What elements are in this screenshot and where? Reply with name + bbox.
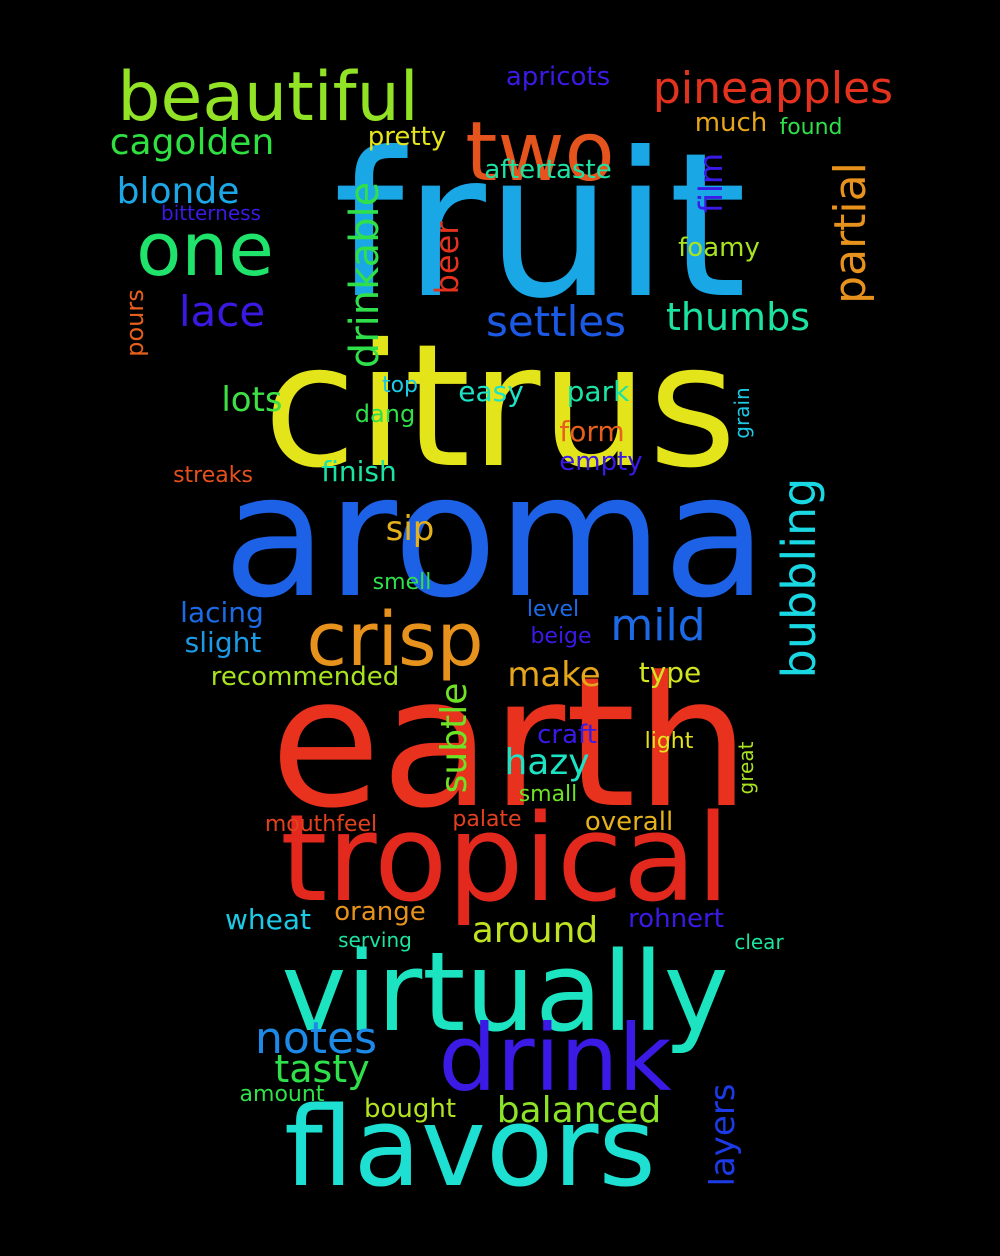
word-beautiful: beautiful [117, 58, 418, 137]
word-beige: beige [530, 624, 591, 649]
word-pineapples: pineapples [653, 63, 893, 114]
word-smell: smell [373, 570, 432, 595]
word-aroma: aroma [223, 438, 767, 636]
word-sip: sip [386, 509, 435, 549]
word-streaks: streaks [173, 463, 253, 488]
word-amount: amount [240, 1082, 325, 1107]
word-bubbling: bubbling [772, 478, 826, 679]
word-finish: finish [321, 455, 397, 488]
word-park: park [567, 375, 630, 408]
word-craft: craft [537, 720, 597, 750]
word-fruit: fruit [333, 110, 746, 343]
word-bitterness: bitterness [161, 201, 261, 225]
word-mouthfeel: mouthfeel [265, 812, 377, 837]
word-lacing: lacing [180, 596, 264, 629]
word-citrus: citrus [263, 308, 737, 506]
word-balanced: balanced [497, 1090, 662, 1131]
word-drink: drink [438, 1005, 672, 1112]
word-earth: earth [270, 639, 750, 848]
word-bought: bought [364, 1094, 456, 1124]
word-type: type [639, 656, 702, 689]
word-layers: layers [703, 1083, 743, 1186]
word-around: around [472, 910, 599, 951]
word-wheat: wheat [225, 903, 311, 936]
word-thumbs: thumbs [666, 295, 810, 339]
word-slight: slight [185, 626, 262, 659]
word-great: great [734, 741, 758, 794]
word-grain: grain [730, 387, 754, 438]
word-cagolden: cagolden [110, 122, 275, 163]
word-overall: overall [585, 807, 673, 837]
word-dang: dang [355, 400, 415, 428]
word-palate: palate [452, 807, 521, 832]
word-blonde: blonde [117, 171, 240, 212]
word-hazy: hazy [504, 742, 589, 783]
word-recommended: recommended [211, 662, 399, 692]
word-crisp: crisp [306, 597, 483, 683]
word-pretty: pretty [368, 122, 446, 152]
word-small: small [519, 782, 578, 807]
word-easy: easy [458, 375, 524, 408]
word-pours: pours [121, 289, 149, 357]
word-beer: beer [428, 221, 466, 295]
word-much: much [695, 108, 768, 138]
word-film: film [692, 153, 730, 213]
word-drinkable: drinkable [342, 182, 388, 368]
word-top: top [382, 373, 418, 398]
word-level: level [527, 597, 579, 622]
word-mild: mild [610, 600, 705, 651]
word-settles: settles [486, 297, 626, 346]
word-partial: partial [825, 162, 876, 304]
word-lace: lace [179, 287, 265, 336]
word-two: two [465, 105, 614, 200]
word-found: found [779, 115, 842, 140]
word-empty: empty [559, 447, 642, 477]
word-light: light [645, 729, 694, 754]
word-one: one [136, 207, 274, 293]
word-form: form [559, 415, 624, 448]
word-virtually: virtually [281, 928, 728, 1056]
word-aftertaste: aftertaste [484, 155, 611, 185]
word-rohnert: rohnert [628, 904, 724, 934]
word-notes: notes [255, 1013, 377, 1064]
word-foamy: foamy [678, 233, 760, 263]
word-orange: orange [334, 897, 426, 927]
word-tasty: tasty [274, 1047, 369, 1091]
word-lots: lots [221, 380, 282, 420]
word-flavors: flavors [284, 1083, 656, 1211]
word-tropical: tropical [280, 790, 730, 929]
word-clear: clear [734, 930, 784, 954]
word-apricots: apricots [506, 62, 610, 92]
word-subtle: subtle [434, 683, 475, 794]
word-make: make [507, 655, 600, 695]
word-serving: serving [338, 928, 412, 952]
